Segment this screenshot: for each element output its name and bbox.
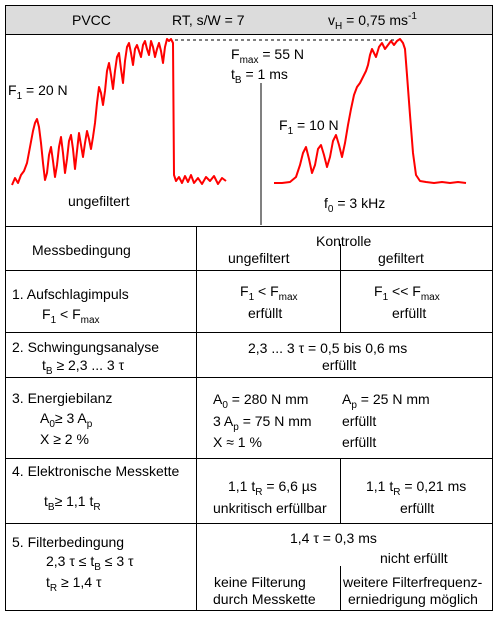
row3-filtered-ap: Ap = 25 N mm	[342, 391, 430, 411]
row2-result: 2,3 ... 3 τ = 0,5 bis 0,6 ms	[248, 340, 408, 356]
row5-filtered-status: nicht erfüllt	[380, 550, 448, 566]
row5-unfiltered-line2: durch Messkette	[213, 591, 316, 607]
row3-filtered-status-a: erfüllt	[342, 413, 377, 429]
filtered-force-curve	[274, 38, 467, 184]
row3-unfiltered-a0: A0 = 280 N mm	[213, 391, 309, 411]
row1-unfiltered-status: erfüllt	[248, 305, 283, 321]
row5-title: 5. Filterbedingung	[12, 534, 125, 550]
row-divider-5	[6, 523, 492, 524]
col-divider-sub-a	[340, 244, 341, 332]
header-velocity: vH = 0,75 ms-1	[328, 11, 417, 32]
row3-title: 3. Energiebilanz	[12, 390, 113, 406]
row5-condition-b: tR ≥ 1,4 τ	[46, 574, 102, 594]
table-top-border	[6, 226, 492, 227]
row3-unfiltered-ap: 3 Ap = 75 N mm	[213, 413, 312, 433]
row4-filtered-status: erfüllt	[400, 500, 435, 516]
row-divider-4	[6, 458, 492, 459]
row1-condition: F1 < Fmax	[42, 306, 100, 326]
row-divider-3	[6, 377, 492, 378]
col-header-condition: Messbedingung	[32, 242, 131, 258]
row4-unfiltered-status: unkritisch erfüllbar	[213, 500, 327, 516]
row5-filtered-line2: erniedrigung möglich	[348, 591, 478, 607]
figure-frame	[5, 5, 493, 611]
left-f1-label: F1 = 20 N	[8, 82, 68, 102]
row1-title: 1. Aufschlagimpuls	[12, 286, 129, 302]
row3-unfiltered-x: X ≈ 1 %	[213, 434, 262, 450]
row5-filtered-line1: weitere Filterfrequenz-	[343, 574, 483, 590]
row3-condition-b: X ≥ 2 %	[40, 431, 89, 447]
row4-filtered-value: 1,1 tR = 0,21 ms	[366, 478, 467, 498]
row-divider-1	[6, 270, 492, 271]
fmax-label: Fmax = 55 N	[231, 46, 304, 66]
left-caption: ungefiltert	[68, 193, 130, 209]
row3-condition-a: A0≥ 3 Ap	[40, 410, 93, 430]
row4-title: 4. Elektronische Messkette	[12, 463, 180, 479]
col-header-unfiltered: ungefiltert	[228, 250, 290, 266]
row-divider-2	[6, 332, 492, 333]
row4-condition: tB≥ 1,1 tR	[44, 493, 101, 513]
col-header-filtered: gefiltert	[378, 250, 424, 266]
row1-unfiltered-value: F1 < Fmax	[240, 283, 298, 303]
row5-condition-a: 2,3 τ ≤ tB ≤ 3 τ	[46, 553, 134, 573]
col-divider-sub-b	[340, 458, 341, 523]
col-divider-main	[196, 226, 197, 611]
force-plot	[11, 38, 467, 225]
row2-condition: tB ≥ 2,3 ... 3 τ	[42, 357, 125, 377]
right-f1-label: F1 = 10 N	[279, 117, 339, 137]
row4-unfiltered-value: 1,1 tR = 6,6 µs	[228, 478, 317, 498]
header-method: PVCC	[72, 12, 111, 28]
header-rt: RT, s/W = 7	[172, 12, 245, 28]
row1-filtered-value: F1 << Fmax	[374, 283, 440, 303]
row3-filtered-status-b: erfüllt	[342, 434, 377, 450]
unfiltered-force-curve	[11, 38, 227, 186]
row2-title: 2. Schwingungsanalyse	[12, 339, 160, 355]
col-header-kontrolle: Kontrolle	[316, 233, 372, 249]
right-caption: f0 = 3 kHz	[324, 195, 386, 215]
col-divider-sub-c	[340, 566, 341, 611]
row5-result: 1,4 τ = 0,3 ms	[290, 530, 377, 546]
header-divider	[6, 34, 492, 35]
tb-label: tB = 1 ms	[231, 66, 288, 86]
row2-status: erfüllt	[322, 357, 357, 373]
row5-unfiltered-line1: keine Filterung	[214, 574, 306, 590]
row1-filtered-status: erfüllt	[392, 305, 427, 321]
header-band	[6, 6, 492, 34]
